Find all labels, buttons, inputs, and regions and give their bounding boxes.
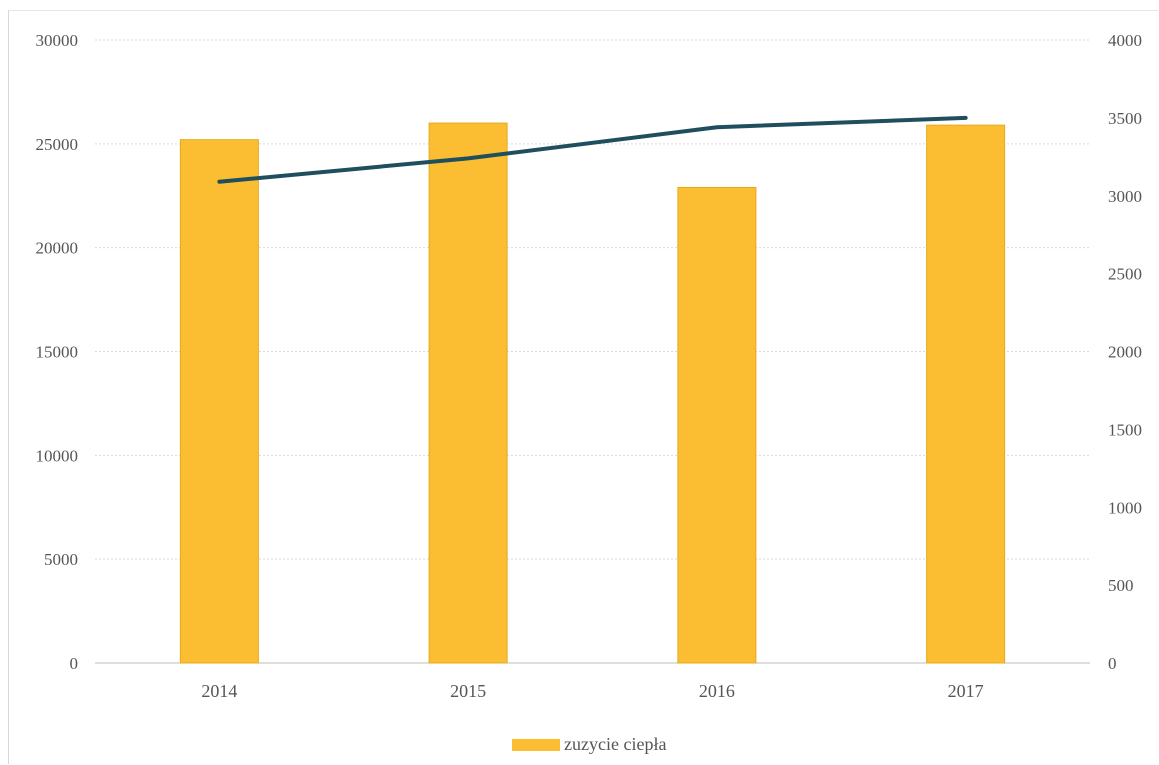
legend-swatch <box>512 739 560 751</box>
y-left-tick-label: 30000 <box>36 31 79 50</box>
y-right-tick-label: 3500 <box>1108 109 1142 128</box>
y-left-tick-label: 25000 <box>36 135 79 154</box>
x-tick-label: 2014 <box>201 681 237 701</box>
bar-2015 <box>428 122 508 664</box>
bar-series <box>179 122 1006 664</box>
line-point-2016 <box>716 126 718 128</box>
y-right-tick-label: 3000 <box>1108 187 1142 206</box>
x-axis: 2014 2015 2016 2017 <box>201 681 983 701</box>
y-right-tick-label: 1000 <box>1108 498 1142 517</box>
y-axis-left: 0 5000 10000 15000 20000 25000 30000 <box>36 31 79 673</box>
legend-label: zuzycie ciepła <box>564 734 666 754</box>
y-right-tick-label: 0 <box>1108 654 1117 673</box>
bar-2014 <box>179 139 259 664</box>
y-right-tick-label: 2000 <box>1108 343 1142 362</box>
y-right-tick-label: 4000 <box>1108 31 1142 50</box>
line-point-2014 <box>218 181 220 183</box>
y-left-tick-label: 0 <box>70 654 79 673</box>
bar-2017 <box>926 124 1006 664</box>
y-right-tick-label: 500 <box>1108 576 1134 595</box>
line-point-2017 <box>965 117 967 119</box>
legend: zuzycie ciepła <box>512 734 666 754</box>
line-point-2015 <box>467 157 469 159</box>
y-left-tick-label: 15000 <box>36 343 79 362</box>
y-right-tick-label: 1500 <box>1108 420 1142 439</box>
y-right-tick-label: 2500 <box>1108 265 1142 284</box>
line-path <box>217 115 968 184</box>
y-left-tick-label: 5000 <box>44 550 78 569</box>
chart-frame <box>8 10 1158 764</box>
y-axis-right: 0 500 1000 1500 2000 2500 3000 3500 4000 <box>1108 31 1142 673</box>
x-tick-label: 2017 <box>948 681 984 701</box>
x-tick-label: 2016 <box>699 681 735 701</box>
x-tick-label: 2015 <box>450 681 486 701</box>
y-left-tick-label: 20000 <box>36 239 79 258</box>
y-left-tick-label: 10000 <box>36 446 79 465</box>
line-series <box>217 115 968 184</box>
bar-2016 <box>677 186 757 664</box>
